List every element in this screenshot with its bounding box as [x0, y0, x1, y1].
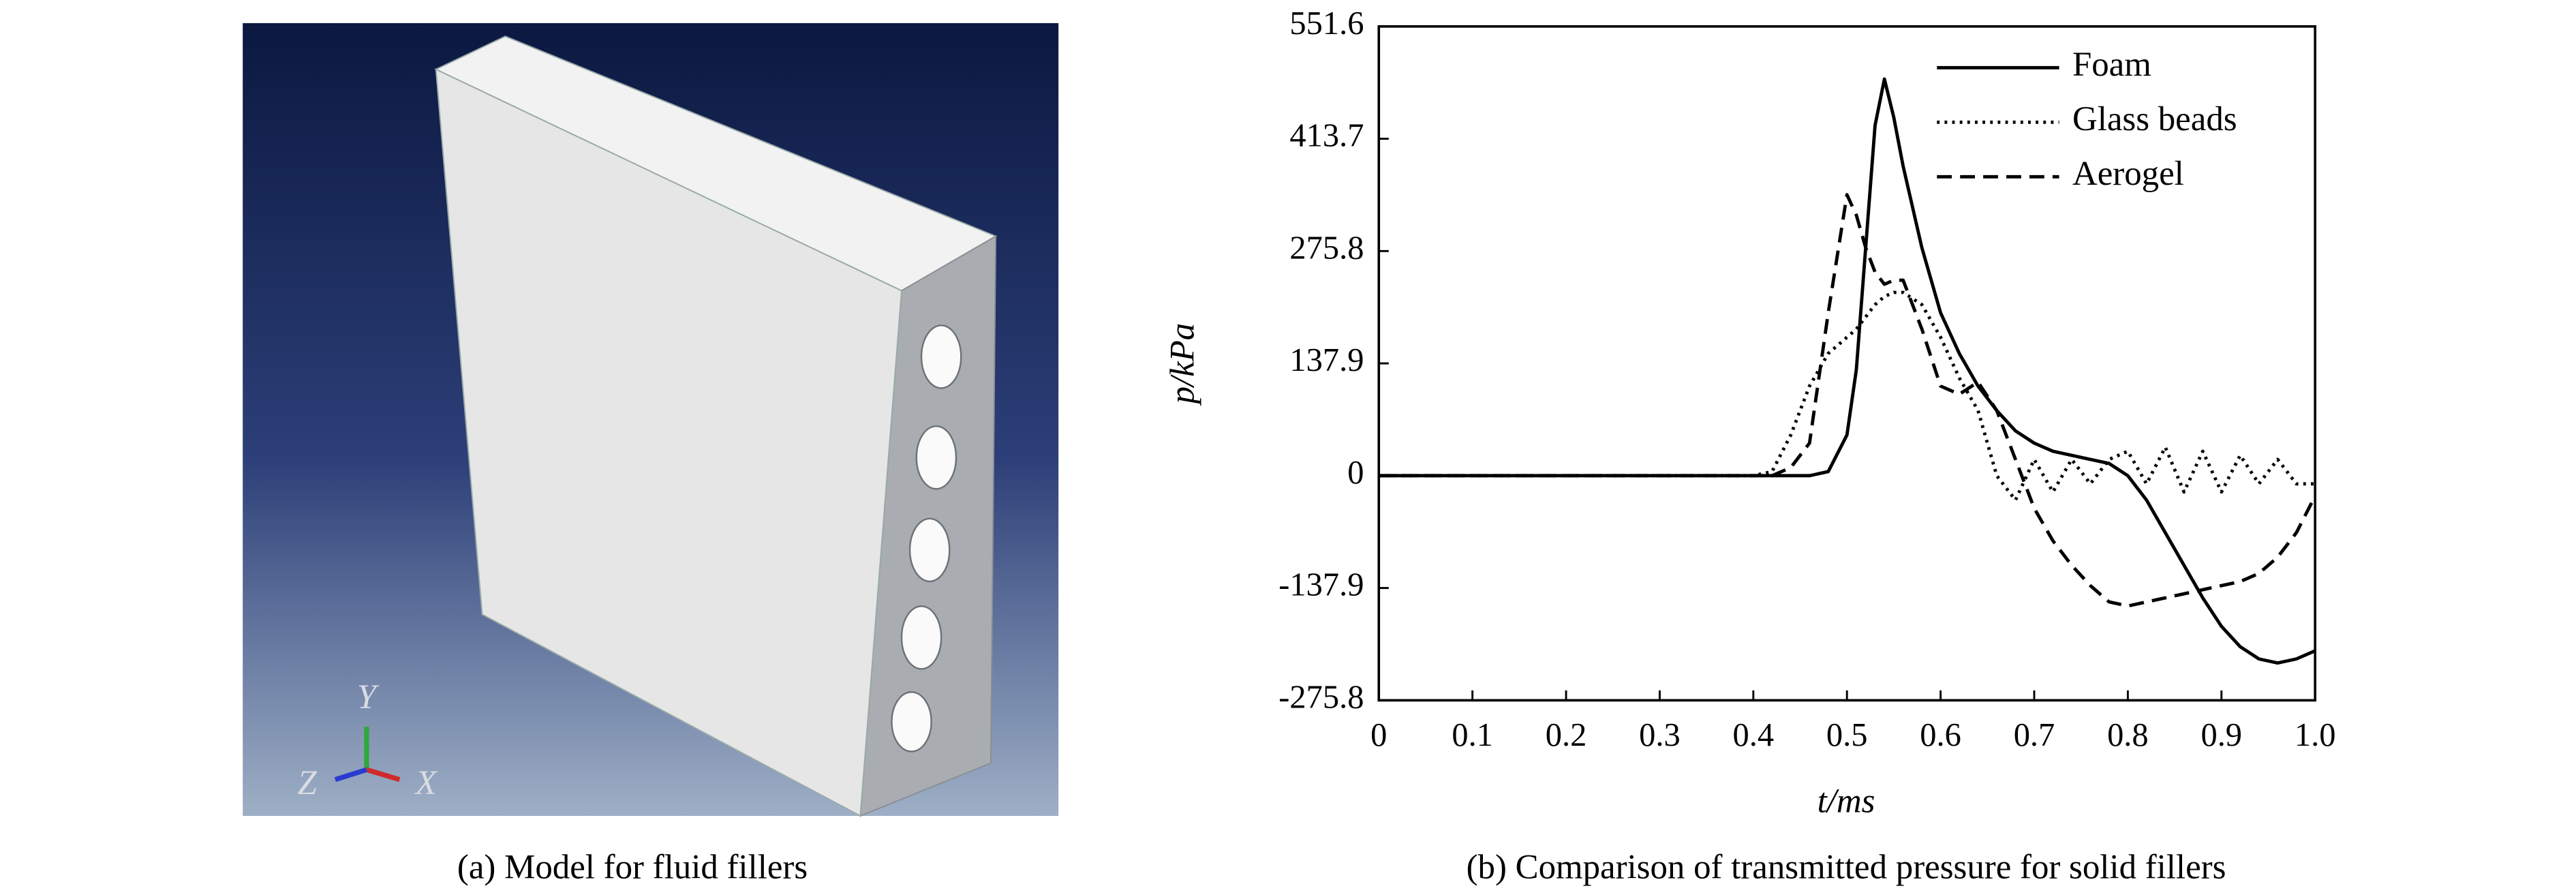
x-tick-label: 1.0	[2295, 717, 2336, 753]
legend-label: Foam	[2072, 46, 2151, 84]
y-tick-label: 137.9	[1289, 342, 1364, 378]
y-tick-label: 0	[1347, 455, 1364, 491]
x-tick-label: 0.5	[1826, 717, 1868, 753]
series-line	[1379, 193, 2317, 608]
model-render: Y Z X	[243, 22, 1059, 817]
x-tick-label: 0.1	[1452, 717, 1493, 753]
x-tick-label: 0	[1370, 717, 1387, 753]
caption: (b) Comparison of transmitted pressure f…	[1467, 849, 2226, 887]
triad-label: X	[414, 764, 438, 802]
y-tick-label: 275.8	[1289, 230, 1364, 266]
legend-label: Glass beads	[2072, 100, 2237, 138]
hole	[900, 605, 942, 670]
y-axis-label: p/kPa	[1163, 323, 1201, 406]
x-tick-label: 0.6	[1920, 717, 1961, 753]
axis-triad: Y Z X	[298, 678, 438, 802]
triad-z	[334, 767, 368, 783]
hole	[891, 691, 932, 753]
hole	[908, 517, 951, 583]
caption: (a) Model for fluid fillers	[457, 849, 808, 887]
legend-label: Aerogel	[2072, 155, 2184, 193]
x-tick-label: 0.7	[2014, 717, 2055, 753]
series-line	[1379, 77, 2316, 665]
hole	[920, 324, 962, 389]
x-tick-label: 0.2	[1546, 717, 1587, 753]
x-tick-label: 0.8	[2107, 717, 2149, 753]
x-tick-label: 0.4	[1733, 717, 1775, 753]
y-tick-label: -275.8	[1278, 680, 1364, 716]
box-front	[435, 68, 903, 817]
hole	[915, 425, 957, 490]
x-tick-label: 0.9	[2201, 717, 2242, 753]
x-tick-label: 0.3	[1639, 717, 1681, 753]
y-tick-label: 413.7	[1289, 118, 1364, 154]
series-line	[1379, 290, 2316, 502]
holes	[891, 324, 962, 753]
triad-label: Z	[298, 764, 318, 802]
triad-label: Y	[357, 678, 380, 716]
y-tick-label: -137.9	[1278, 567, 1364, 603]
x-axis-label: t/ms	[1818, 783, 1875, 821]
triad-x	[365, 767, 401, 783]
y-tick-label: 551.6	[1289, 5, 1364, 42]
